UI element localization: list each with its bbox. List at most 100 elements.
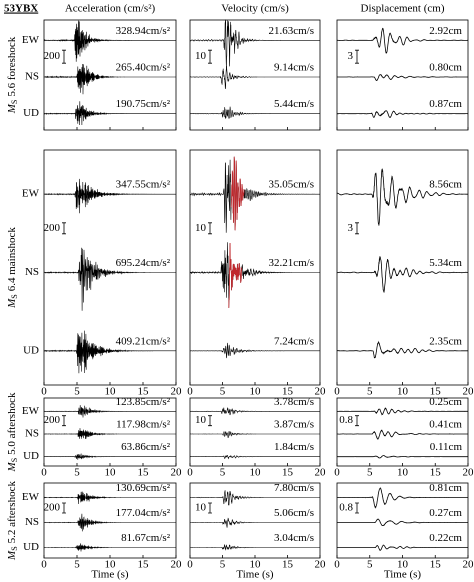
waveform <box>337 487 468 509</box>
peak-label: 177.04cm/s² <box>116 507 171 519</box>
column-header: Acceleration (cm/s²) <box>65 3 156 15</box>
x-tick-label: 5 <box>220 559 226 571</box>
waveform <box>43 20 176 62</box>
column-header: Displacement (cm) <box>361 3 445 15</box>
component-label: EW <box>22 405 40 417</box>
x-tick-label: 20 <box>463 559 474 571</box>
waveform <box>190 544 320 551</box>
waveform <box>189 242 320 308</box>
scale-bar <box>208 415 212 427</box>
waveform <box>336 168 468 226</box>
magnitude-rest: 5.0 aftershock <box>6 392 18 455</box>
waveform <box>190 517 320 528</box>
x-axis-label: Time (s) <box>384 569 422 581</box>
scale-bar <box>355 415 359 427</box>
waveform <box>43 491 176 505</box>
x-tick-label: 15 <box>282 386 294 398</box>
scale-bar <box>208 222 212 235</box>
magnitude-subscript: S <box>10 458 19 462</box>
scale-bar <box>62 222 66 235</box>
x-tick-label: 0 <box>187 386 193 398</box>
waveform <box>189 342 320 359</box>
peak-label: 328.94cm/s² <box>116 25 171 37</box>
magnitude-subscript: S <box>10 294 19 298</box>
event-label: MS 5.6 foreshock <box>6 36 19 114</box>
peak-label: 7.80cm/s <box>274 482 314 494</box>
waveform <box>190 106 320 119</box>
x-tick-label: 5 <box>367 467 373 479</box>
waveform <box>44 428 176 440</box>
peak-label: 3.78cm/s <box>274 396 314 408</box>
x-tick-label: 5 <box>220 467 226 479</box>
x-axis-label: Time (s) <box>91 569 129 581</box>
x-tick-label: 0 <box>334 386 340 398</box>
scale-bar <box>355 222 359 235</box>
peak-label: 190.75cm/s² <box>116 98 171 110</box>
scale-label: 3 <box>348 222 354 234</box>
peak-label: 695.24cm/s² <box>116 257 171 269</box>
magnitude-rest: 6.4 mainshock <box>6 227 18 292</box>
x-tick-label: 15 <box>430 559 442 571</box>
x-tick-label: 0 <box>41 559 47 571</box>
x-tick-label: 0 <box>41 386 47 398</box>
waveform <box>189 19 320 69</box>
event-label: MS 5.2 aftershock <box>6 481 19 561</box>
x-tick-label: 10 <box>397 559 409 571</box>
waveform <box>44 543 176 552</box>
waveform <box>337 27 468 54</box>
x-tick-label: 10 <box>397 386 409 398</box>
x-tick-label: 10 <box>250 559 262 571</box>
scale-bar <box>355 49 359 64</box>
peak-label: 0.41cm <box>429 419 462 431</box>
component-label: UD <box>23 450 39 462</box>
x-tick-label: 15 <box>138 559 150 571</box>
component-label: NS <box>25 516 39 528</box>
x-tick-label: 15 <box>138 467 150 479</box>
scale-bar <box>62 49 66 64</box>
x-tick-label: 5 <box>74 559 80 571</box>
magnitude-symbol: M <box>6 461 18 472</box>
component-label: NS <box>25 266 39 278</box>
peak-label: 5.34cm <box>429 257 462 269</box>
waveform <box>43 453 176 460</box>
x-tick-label: 20 <box>171 467 183 479</box>
x-tick-label: 20 <box>315 559 327 571</box>
peak-label: 3.04cm/s <box>274 532 314 544</box>
scale-bar <box>62 502 66 514</box>
x-tick-label: 20 <box>171 386 183 398</box>
scale-bar <box>208 49 212 64</box>
scale-label: 0.8 <box>339 502 353 514</box>
peak-label: 2.92cm <box>429 25 462 37</box>
component-label: UD <box>23 344 39 356</box>
peak-label: 123.85cm/s² <box>116 396 171 408</box>
scale-label: 200 <box>44 502 61 514</box>
waveform <box>189 66 320 89</box>
waveform <box>189 156 320 233</box>
panel-frame <box>43 397 177 467</box>
peak-label: 2.35cm <box>429 335 462 347</box>
panel-frame <box>336 397 469 467</box>
scale-bar <box>355 502 359 514</box>
component-label: EW <box>22 34 40 46</box>
peak-label: 0.11cm <box>430 441 463 453</box>
component-label: UD <box>23 107 39 119</box>
magnitude-symbol: M <box>6 298 18 309</box>
scale-label: 200 <box>44 222 61 234</box>
magnitude-symbol: M <box>6 103 18 114</box>
magnitude-rest: 5.2 aftershock <box>6 481 18 544</box>
component-label: NS <box>25 428 39 440</box>
waveform <box>336 255 468 293</box>
magnitude-rest: 5.6 foreshock <box>6 36 18 96</box>
peak-label: 117.98cm/s² <box>116 419 171 431</box>
x-tick-label: 15 <box>282 467 294 479</box>
x-tick-label: 15 <box>138 386 150 398</box>
x-tick-label: 10 <box>105 386 117 398</box>
waveform <box>43 330 176 374</box>
scale-label: 10 <box>195 502 207 514</box>
peak-label: 7.24cm/s <box>274 335 314 347</box>
peak-label: 5.06cm/s <box>274 507 314 519</box>
peak-label: 1.84cm/s <box>274 441 314 453</box>
x-tick-label: 10 <box>105 467 117 479</box>
peak-label: 9.14cm/s <box>274 62 314 74</box>
peak-label: 3.87cm/s <box>274 419 314 431</box>
